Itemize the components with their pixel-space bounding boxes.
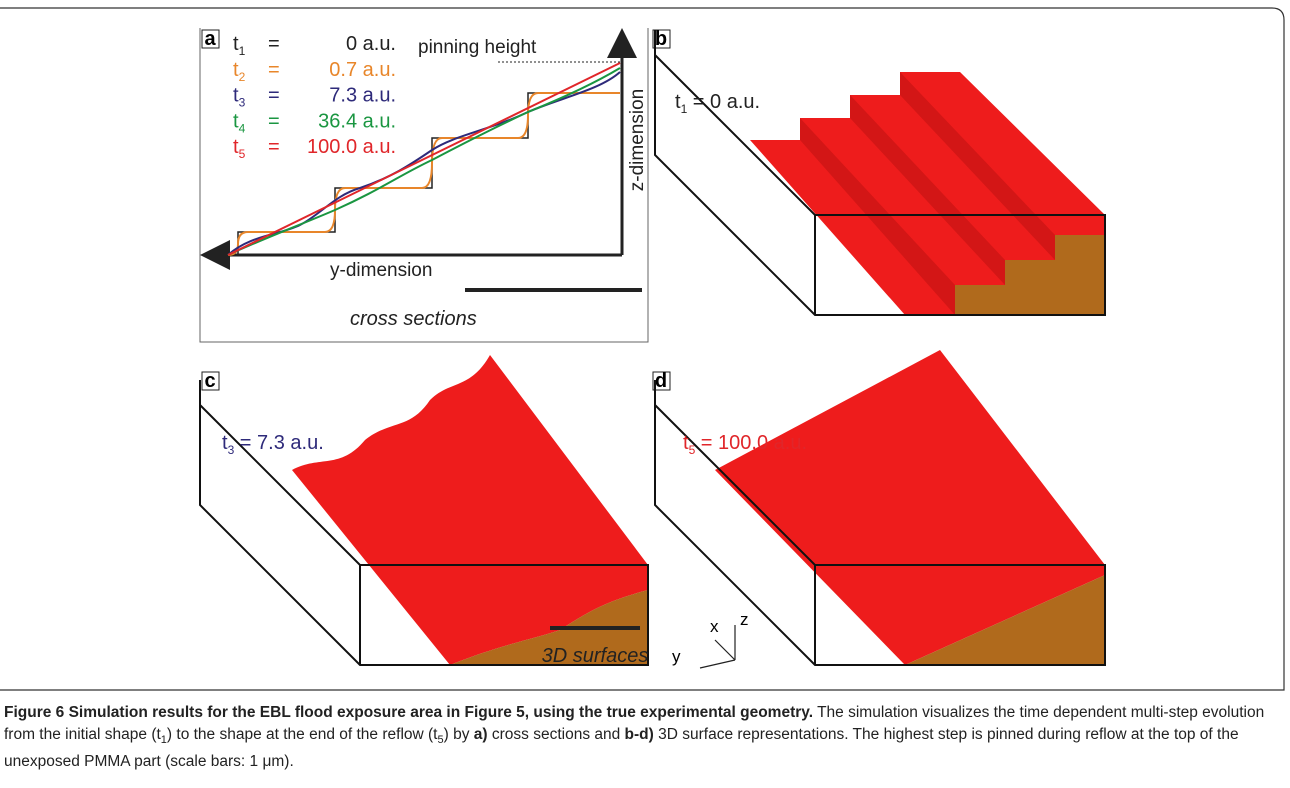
panel-a-frame <box>199 28 649 343</box>
time-label: t5 = 100.0 a.u. <box>683 432 807 457</box>
y-axis-label: y-dimension <box>330 260 432 281</box>
time-label: t1 = 0 a.u. <box>675 91 760 116</box>
z-axis-label: z-dimension <box>627 89 648 191</box>
panel-footer: 3D surfaces <box>542 645 649 667</box>
caption-sub: 1 <box>160 733 167 746</box>
caption-text: The simulation visualizes the time depen… <box>4 704 1265 743</box>
legend-value: 7.3 a.u. <box>329 85 396 107</box>
caption: Figure 6 Simulation results for the EBL … <box>4 702 1279 773</box>
box-frame <box>654 380 1106 666</box>
legend-value: 36.4 a.u. <box>318 110 396 132</box>
box-frame <box>199 380 649 666</box>
panel-label-box <box>652 371 671 391</box>
panel-label-box <box>652 29 671 49</box>
surface <box>715 350 1105 665</box>
legend-time: t4 <box>233 110 246 135</box>
legend-value: 0.7 a.u. <box>329 59 396 81</box>
panel-label-box <box>201 29 220 49</box>
figure-frame <box>0 7 1285 691</box>
caption-text: cross sections and <box>487 725 625 743</box>
box-frame <box>654 30 1106 316</box>
panel-label: c <box>204 370 215 392</box>
legend-time: t1 <box>233 33 246 58</box>
legend-t: t <box>233 85 239 107</box>
legend-eq: = <box>268 110 280 132</box>
triad-x: x <box>710 617 719 636</box>
legend-value: 100.0 a.u. <box>307 136 396 158</box>
legend: t1 = 0 a.u.t2 = 0.7 a.u.t3 = 7.3 a.u.t4 = 36.4 a… <box>233 33 396 161</box>
legend-time: t3 <box>233 85 246 110</box>
curve-t2 <box>227 92 620 256</box>
legend-time: t5 <box>233 136 246 161</box>
caption-text: 3D surface representations. The highest … <box>4 725 1239 771</box>
caption-bold: b-d) <box>624 725 654 743</box>
axis-triad <box>699 625 736 669</box>
legend-sub: 1 <box>239 44 246 58</box>
curve-t4 <box>227 67 621 256</box>
caption-title: Figure 6 Simulation results for the EBL … <box>4 704 814 721</box>
panel-label: b <box>655 28 667 50</box>
legend-t: t <box>233 33 239 55</box>
legend-eq: = <box>268 33 280 55</box>
step-riser <box>800 118 955 315</box>
legend-eq: = <box>268 85 280 107</box>
legend-t: t <box>233 136 239 158</box>
figure: a t1 = 0 a.u.t2 = 0.7 a.u.t3 = 7.3 a.u.t4 = 36.4… <box>0 7 1285 691</box>
panel-label: d <box>655 370 667 392</box>
panel-label: a <box>204 28 216 50</box>
step-riser <box>900 72 1055 260</box>
legend-sub: 4 <box>239 121 246 135</box>
panel-label-box <box>201 371 220 391</box>
caption-sub: 5 <box>437 733 444 746</box>
caption-text: ) to the shape at the end of the reflow … <box>166 725 438 743</box>
cross-section <box>450 590 648 665</box>
legend-sub: 3 <box>239 96 246 110</box>
legend-value: 0 a.u. <box>346 33 396 55</box>
caption-bold: a) <box>473 725 488 743</box>
time-label: t3 = 7.3 a.u. <box>222 432 324 457</box>
legend-t: t <box>233 110 239 132</box>
triad-z: z <box>740 610 749 629</box>
triad-y: y <box>672 647 681 666</box>
step-riser <box>850 95 1005 285</box>
pinning-label: pinning height <box>418 37 537 58</box>
cross-section <box>905 235 1105 315</box>
cross-section <box>905 575 1105 665</box>
surface <box>292 355 648 665</box>
legend-eq: = <box>268 136 280 158</box>
legend-sub: 5 <box>239 147 246 161</box>
curve-t5 <box>227 62 621 256</box>
legend-sub: 2 <box>239 70 246 84</box>
legend-time: t2 <box>233 59 246 84</box>
legend-t: t <box>233 59 239 81</box>
panel-a-footer: cross sections <box>350 308 477 330</box>
legend-eq: = <box>268 59 280 81</box>
caption-text: ) by <box>443 725 474 743</box>
